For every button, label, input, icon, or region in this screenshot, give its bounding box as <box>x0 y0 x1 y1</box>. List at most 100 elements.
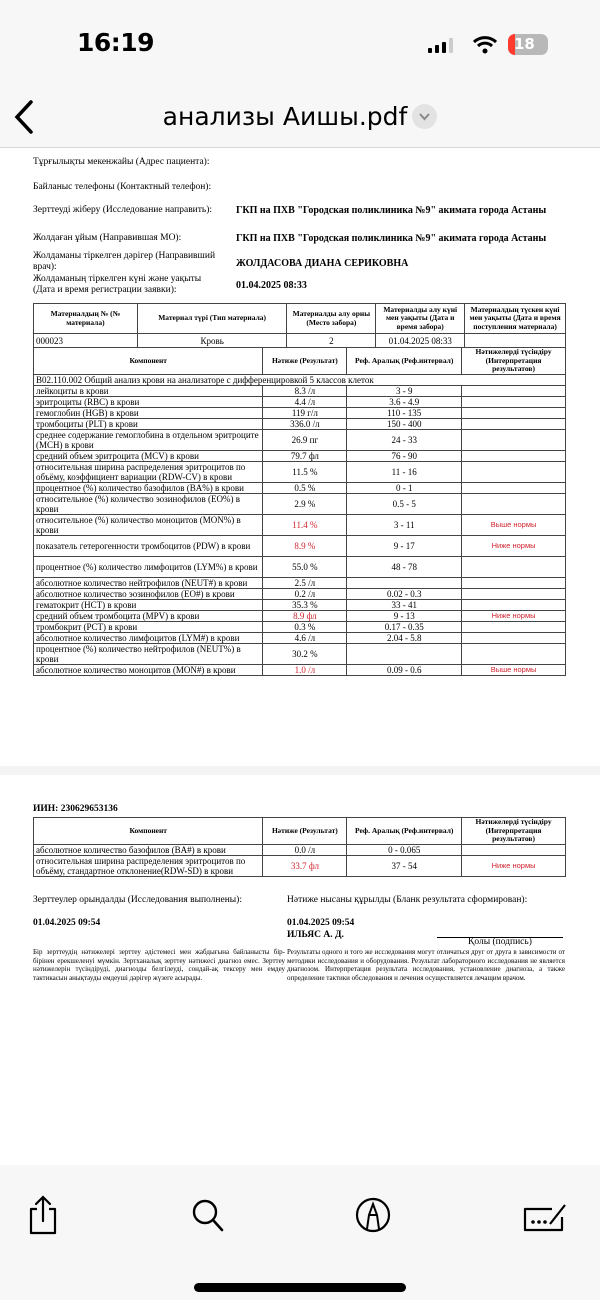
table-row: тромбоциты (PLT) в крови 336.0 /л 150 - 40… <box>32 417 566 430</box>
table-row: процентное (%) количество нейтрофилов (N… <box>32 642 566 665</box>
result-value: 33.7 фл <box>262 854 348 877</box>
interpretation: Выше нормы <box>461 663 566 676</box>
reference-range: 2.04 - 5.8 <box>346 631 463 644</box>
component-name: относительная ширина распределения эритр… <box>32 460 264 483</box>
result-value: 30.2 % <box>262 642 348 665</box>
document-title[interactable]: анализы Аишы.pdf <box>0 102 600 131</box>
material-header: Материалдың түскен күні мен уақыты (Дата… <box>464 303 566 334</box>
battery-level: 18 <box>514 35 535 53</box>
component-name: лейкоциты в крови <box>32 384 264 397</box>
component-name: среднее содержание гемоглобина в отдельн… <box>32 428 264 451</box>
result-value: 119 г/л <box>262 406 348 419</box>
result-value: 2.9 % <box>262 492 348 515</box>
reference-range: 24 - 33 <box>346 428 463 451</box>
signature-label: Қолы (подпись) <box>468 937 532 947</box>
results-header-row: Компонент Нәтиже (Результат) Реф. Аралық (… <box>32 347 566 375</box>
interpretation: Ниже нормы <box>461 534 566 557</box>
table-row: средний объем эритроцита (MCV) в крови 79… <box>32 449 566 462</box>
cellular-signal-icon <box>428 38 453 53</box>
result-value: 0.0 /л <box>262 843 348 856</box>
results-header: Реф. Аралық (Реф.интервал) <box>346 817 463 845</box>
results-table-continued: Компонент Нәтиже (Результат) Реф. Аралық (… <box>32 817 566 877</box>
table-row: среднее содержание гемоглобина в отдельн… <box>32 428 566 451</box>
component-name: абсолютное количество базофилов (BA#) в … <box>32 843 264 856</box>
field-value: ГКП на ПХВ "Городская поликлиника №9" ак… <box>236 233 547 244</box>
table-row: гемоглобин (HGB) в крови 119 г/л 110 - 135 <box>32 406 566 419</box>
reference-range: 0.17 - 0.35 <box>346 620 463 633</box>
table-row: процентное (%) количество базофилов (BA%… <box>32 481 566 494</box>
title-menu-button[interactable] <box>412 104 437 129</box>
results-header: Нәтижелерді түсіндіру (Интерпретация рез… <box>461 347 566 375</box>
battery-icon: 18 <box>508 34 548 55</box>
table-row: эритроциты (RBC) в крови 4.4 /л 3.6 - 4.9 <box>32 395 566 408</box>
search-icon[interactable] <box>188 1195 228 1235</box>
table-row: относительное (%) количество моноцитов (… <box>32 513 566 536</box>
material-header: Материалды алу орны (Место забора) <box>286 303 377 334</box>
document-title-text: анализы Аишы.pdf <box>162 102 408 131</box>
result-value: 8.9 фл <box>262 609 348 622</box>
interpretation <box>461 843 566 856</box>
nav-bar: анализы Аишы.pdf <box>0 90 600 148</box>
chevron-down-icon <box>419 113 430 121</box>
table-row: показатель гетерогенности тромбоцитов (P… <box>32 534 566 557</box>
component-name: гемоглобин (HGB) в крови <box>32 406 264 419</box>
table-row: процентное (%) количество лимфоцитов (LY… <box>32 555 566 578</box>
reference-range: 0.09 - 0.6 <box>346 663 463 676</box>
reference-range: 76 - 90 <box>346 449 463 462</box>
interpretation: Выше нормы <box>461 513 566 536</box>
chevron-left-icon[interactable] <box>14 100 34 134</box>
result-value: 8.9 % <box>262 534 348 557</box>
material-cell: 000023 <box>33 333 138 348</box>
interpretation <box>461 449 566 462</box>
field-label: Жолдаған ұйым (Направившая МО): <box>33 233 182 243</box>
result-value: 0.3 % <box>262 620 348 633</box>
interpretation <box>461 406 566 419</box>
material-cell <box>464 333 566 348</box>
result-value: 79.7 фл <box>262 449 348 462</box>
material-cell: 01.04.2025 08:33 <box>375 333 466 348</box>
component-name: относительное (%) количество моноцитов (… <box>32 513 264 536</box>
result-value: 26.9 пг <box>262 428 348 451</box>
results-table: Компонент Нәтиже (Результат) Реф. Аралық (… <box>32 347 566 676</box>
markup-pen-icon[interactable] <box>353 1195 393 1235</box>
reference-range: 9 - 17 <box>346 534 463 557</box>
component-name: относительное (%) количество эозинофилов… <box>32 492 264 515</box>
interpretation <box>461 460 566 483</box>
component-name: средний объем эритроцита (MCV) в крови <box>32 449 264 462</box>
interpretation <box>461 384 566 397</box>
table-row: абсолютное количество базофилов (BA#) в … <box>32 843 566 856</box>
result-value: 11.4 % <box>262 513 348 536</box>
results-header-row: Компонент Нәтиже (Результат) Реф. Аралық (… <box>32 817 566 845</box>
signature-icon[interactable] <box>522 1195 568 1235</box>
component-name: абсолютное количество эозинофилов (EO#) … <box>32 587 264 600</box>
interpretation: Ниже нормы <box>461 854 566 877</box>
field-value: 01.04.2025 08:33 <box>236 280 307 291</box>
table-row: средний объем тромбоцита (MPV) в крови 8.… <box>32 609 566 622</box>
reference-range: 3 - 9 <box>346 384 463 397</box>
reference-range: 150 - 400 <box>346 417 463 430</box>
section-row: В02.110.002 Общий анализ крови на анализ… <box>33 373 566 386</box>
table-row: абсолютное количество эозинофилов (EO#) … <box>32 587 566 600</box>
field-label: Байланыс телефоны (Контактный телефон): <box>33 182 212 192</box>
home-indicator[interactable] <box>194 1283 406 1292</box>
component-name: процентное (%) количество нейтрофилов (N… <box>32 642 264 665</box>
material-header: Материалдың № (№ материала) <box>33 303 138 334</box>
reference-range: 0.02 - 0.3 <box>346 587 463 600</box>
result-value: 336.0 /л <box>262 417 348 430</box>
bottom-toolbar <box>0 1165 600 1300</box>
field-label: Зерттеуді жіберу (Исследование направить… <box>33 205 213 215</box>
results-header: Компонент <box>32 817 264 845</box>
interpretation <box>461 631 566 644</box>
component-name: процентное (%) количество лимфоцитов (LY… <box>32 555 264 578</box>
interpretation <box>461 395 566 408</box>
table-row: абсолютное количество нейтрофилов (NEUT#… <box>32 576 566 589</box>
result-value: 11.5 % <box>262 460 348 483</box>
result-value: 4.4 /л <box>262 395 348 408</box>
interpretation <box>461 428 566 451</box>
material-cell: Кровь <box>136 333 288 348</box>
component-name: процентное (%) количество базофилов (BA%… <box>32 481 264 494</box>
field-label: Жолдаманы тіркелген дәрігер (Направивший… <box>33 251 216 272</box>
results-header: Реф. Аралық (Реф.интервал) <box>346 347 463 375</box>
share-icon[interactable] <box>23 1195 63 1235</box>
interpretation <box>461 620 566 633</box>
